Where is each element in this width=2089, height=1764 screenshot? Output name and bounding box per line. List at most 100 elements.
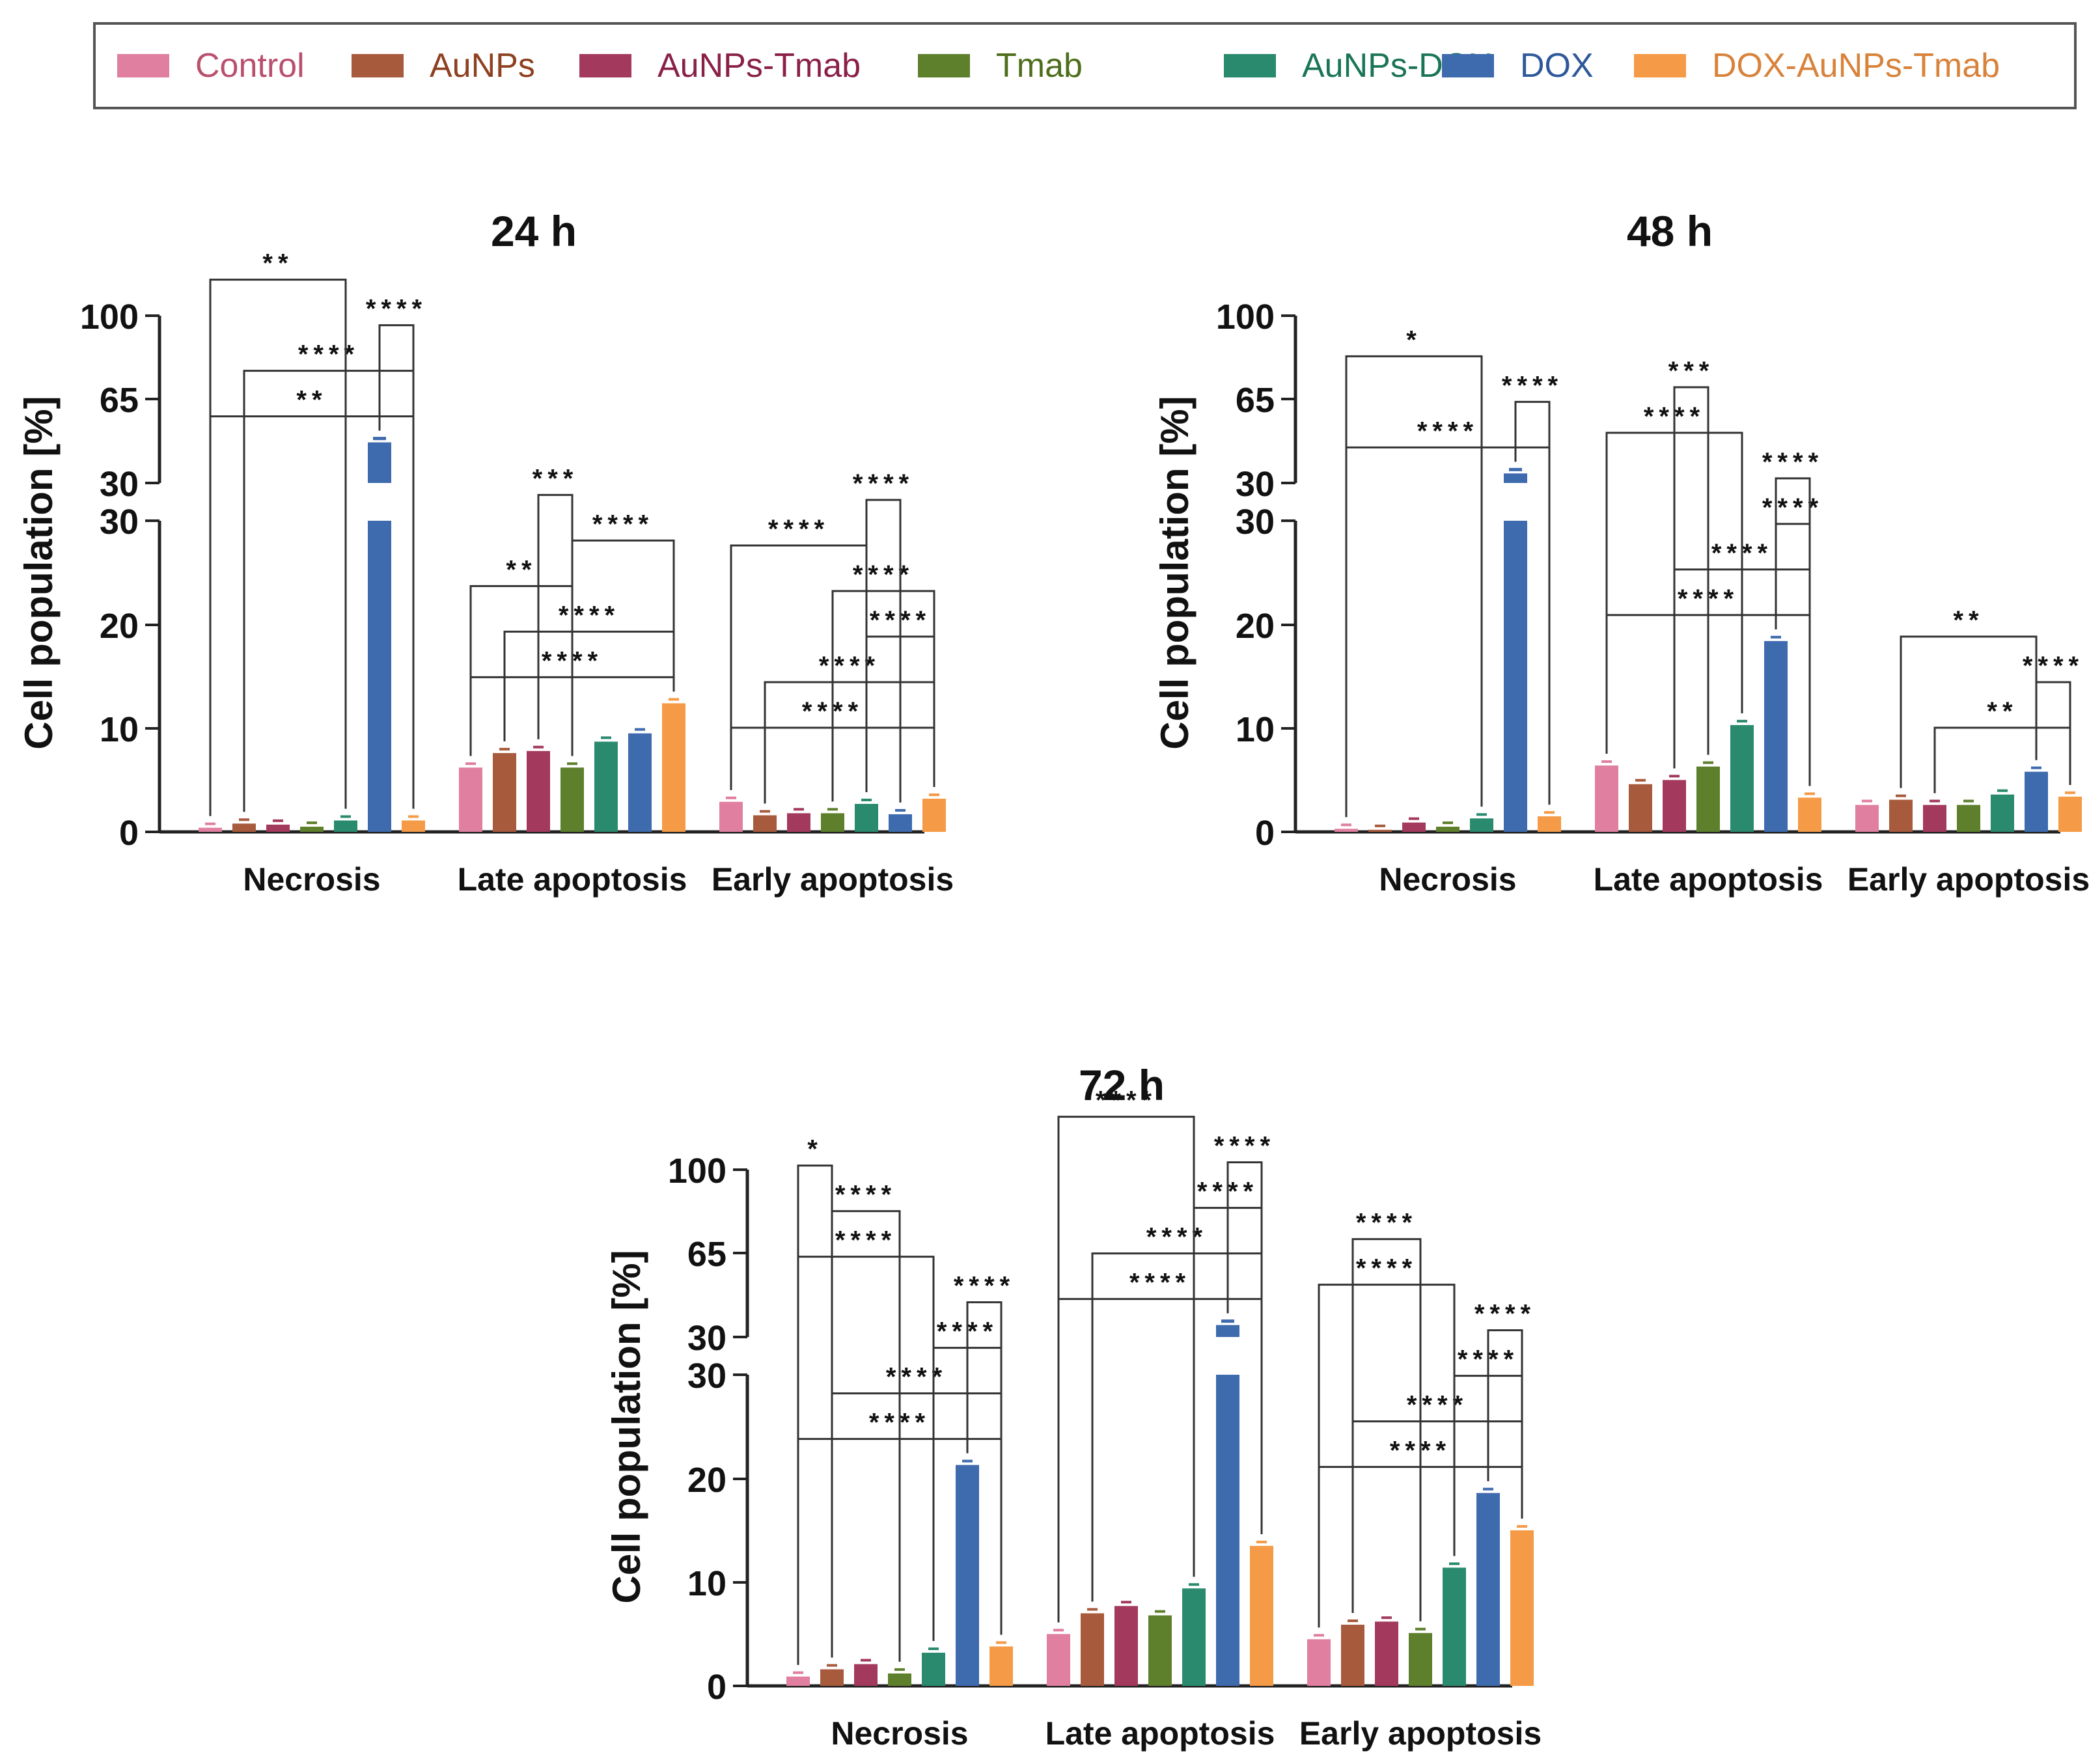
bar — [300, 827, 324, 832]
significance-label: **** — [1407, 1391, 1468, 1420]
bar — [786, 1676, 810, 1686]
bar — [199, 827, 222, 832]
bar — [1443, 1567, 1466, 1686]
significance-bracket — [378, 324, 415, 809]
bar — [820, 1669, 844, 1686]
bar-upper-segment — [368, 442, 391, 483]
x-category-label: Early apoptosis — [1847, 861, 2089, 898]
significance-label: **** — [1711, 539, 1773, 568]
significance-label: ** — [1953, 606, 1984, 635]
bar — [368, 521, 391, 832]
bar — [753, 815, 777, 832]
y-axis-label: Cell population [%] — [17, 396, 61, 749]
significance-label: **** — [1356, 1254, 1417, 1283]
y-tick-label: 0 — [119, 814, 139, 853]
bar — [1629, 784, 1652, 832]
bar — [1335, 829, 1358, 832]
x-category-label: Necrosis — [243, 861, 380, 898]
legend-label: Tmab — [996, 47, 1083, 85]
bar — [989, 1646, 1013, 1686]
y-tick-label: 30 — [687, 1357, 726, 1396]
y-tick-label: 30 — [100, 503, 139, 542]
y-tick-label: 10 — [687, 1564, 726, 1603]
bar — [1476, 1493, 1500, 1686]
significance-label: **** — [835, 1226, 896, 1255]
bar — [1250, 1545, 1273, 1686]
significance-bracket — [1673, 386, 1709, 769]
y-tick-label: 20 — [100, 607, 139, 646]
bar — [1375, 1621, 1398, 1686]
bar — [1696, 766, 1720, 832]
y-axis-label: Cell population [%] — [605, 1250, 648, 1603]
significance-bracket — [1775, 477, 1811, 786]
significance-label: **** — [1417, 417, 1478, 445]
significance-label: ** — [1987, 697, 2017, 726]
significance-label: **** — [1474, 1300, 1536, 1329]
legend-frame — [93, 22, 2077, 109]
bar — [1216, 1375, 1239, 1686]
bar — [1368, 829, 1392, 832]
bar — [1663, 780, 1686, 832]
y-tick-label: 65 — [100, 381, 139, 420]
legend-label: Control — [195, 47, 305, 85]
bar — [787, 813, 810, 832]
significance-label: **** — [559, 601, 620, 629]
bar — [854, 1664, 878, 1686]
y-tick-label: 100 — [1216, 297, 1275, 337]
bar — [266, 824, 290, 832]
significance-label: **** — [1390, 1437, 1451, 1465]
significance-label: **** — [869, 1409, 930, 1437]
legend-swatch — [352, 54, 404, 77]
legend-swatch — [579, 54, 631, 77]
significance-bracket — [1226, 1161, 1263, 1534]
x-category-label: Late apoptosis — [1045, 1715, 1275, 1752]
bar — [402, 820, 425, 832]
y-tick-label: 100 — [668, 1151, 726, 1191]
y-tick-label: 30 — [687, 1319, 726, 1358]
bar — [1730, 724, 1754, 832]
significance-label: **** — [819, 652, 880, 680]
bar — [1991, 794, 2014, 832]
significance-bracket — [966, 1301, 1003, 1635]
significance-label: **** — [2023, 652, 2084, 680]
y-tick-label: 65 — [687, 1235, 726, 1274]
significance-label: *** — [533, 464, 579, 493]
significance-bracket — [2035, 681, 2071, 785]
significance-label: **** — [835, 1181, 896, 1209]
bar — [459, 767, 482, 832]
significance-label: ** — [296, 386, 327, 415]
y-tick-label: 0 — [1255, 814, 1275, 853]
bar — [662, 703, 685, 832]
significance-bracket — [1514, 400, 1551, 805]
significance-label: **** — [1678, 585, 1739, 613]
significance-label: **** — [1644, 402, 1705, 431]
bar — [1081, 1613, 1104, 1686]
significance-label: **** — [853, 560, 914, 589]
y-tick-label: 10 — [1236, 710, 1275, 749]
significance-bracket — [1057, 1116, 1195, 1623]
legend-swatch — [117, 54, 169, 77]
bar — [493, 752, 516, 832]
bar — [956, 1465, 979, 1686]
bar — [1923, 805, 1946, 832]
legend-swatch — [1224, 54, 1276, 77]
significance-label: **** — [937, 1317, 998, 1346]
y-tick-label: 100 — [80, 297, 139, 337]
bar — [889, 814, 912, 832]
bar — [1470, 818, 1493, 832]
significance-label: **** — [366, 295, 427, 324]
significance-label: ** — [262, 249, 293, 278]
significance-bracket — [1933, 726, 2071, 793]
significance-label: **** — [1458, 1345, 1519, 1374]
bar — [1182, 1588, 1206, 1686]
y-tick-label: 0 — [707, 1668, 726, 1707]
y-tick-label: 65 — [1236, 381, 1275, 420]
bar — [855, 803, 878, 832]
x-category-label: Late apoptosis — [1594, 861, 1823, 898]
bar — [1114, 1606, 1138, 1686]
significance-label: ** — [506, 555, 536, 584]
bar — [1538, 816, 1561, 832]
